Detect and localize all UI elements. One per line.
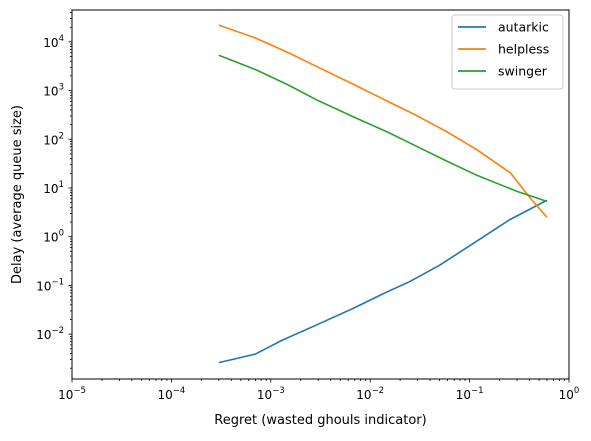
x-tick-label: 10−5: [58, 386, 86, 402]
y-tick-label: 10−2: [36, 326, 64, 342]
x-tick-label: 10−2: [356, 386, 384, 402]
plot-frame: [71, 9, 570, 380]
y-tick-label: 101: [43, 180, 64, 196]
legend-label-swinger: swinger: [498, 64, 548, 79]
x-tick-label: 10−1: [456, 386, 484, 402]
y-axis-label: Delay (average queue size): [10, 105, 25, 284]
x-tick-label: 10−4: [157, 386, 185, 402]
legend-label-helpless: helpless: [498, 42, 549, 57]
y-tick-label: 103: [43, 83, 64, 99]
x-axis-ticks: 10−5 10−4 10−3 10−2 10−1 100: [58, 379, 579, 402]
y-tick-label: 102: [43, 131, 64, 147]
legend-label-autarkic: autarkic: [498, 20, 549, 35]
y-tick-label: 104: [43, 34, 64, 50]
y-tick-label: 10−1: [36, 277, 64, 293]
series-layer: [218, 24, 548, 364]
series-line-helpless: [218, 24, 548, 218]
series-line-swinger: [218, 54, 548, 203]
x-tick-label: 10−3: [257, 386, 285, 402]
x-tick-label: 100: [559, 386, 580, 402]
y-axis-ticks: 10−2 10−1 100 101 102 103 104: [36, 12, 72, 369]
series-line-autarkic: [218, 199, 548, 364]
legend: autarkic helpless swinger: [451, 14, 564, 90]
y-tick-label: 100: [43, 229, 64, 245]
x-axis-label: Regret (wasted ghouls indicator): [214, 413, 426, 428]
